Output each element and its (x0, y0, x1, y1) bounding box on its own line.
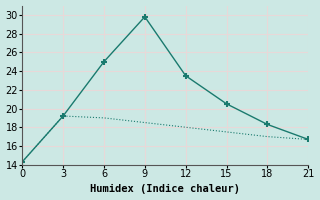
X-axis label: Humidex (Indice chaleur): Humidex (Indice chaleur) (90, 184, 240, 194)
